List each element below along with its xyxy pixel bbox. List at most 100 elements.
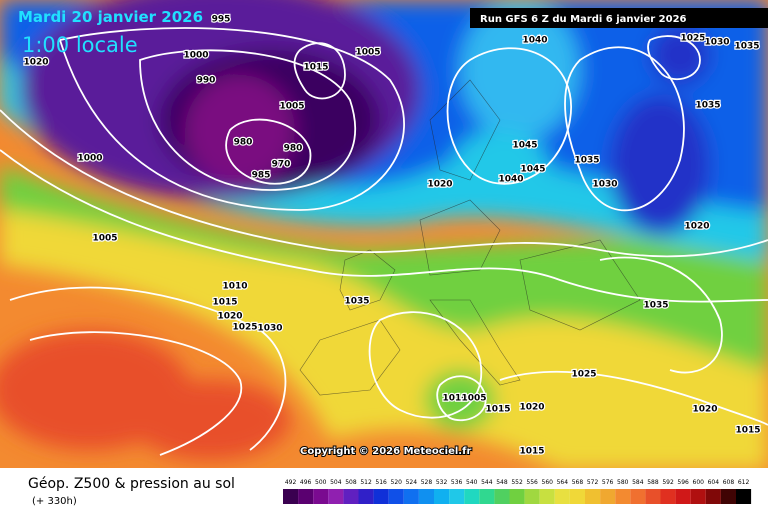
- isobar-label: 1010: [442, 394, 467, 404]
- isobar-label: 980: [284, 144, 303, 154]
- color-scale: 492 496 500 504 508 512 516 520 524 528 532 536 540 5…: [283, 479, 752, 504]
- isobar-label: 1035: [734, 42, 759, 52]
- isobar-label: 1020: [23, 58, 48, 68]
- isobar-label: 1025: [571, 370, 596, 380]
- scale-label: 588: [647, 479, 659, 486]
- scale-label: 504: [330, 479, 342, 486]
- forecast-time: 1:00 locale: [22, 33, 138, 57]
- scale-label: 564: [557, 479, 569, 486]
- run-label: Run GFS 6 Z du Mardi 6 janvier 2026: [480, 14, 687, 25]
- scale-label: 508: [345, 479, 357, 486]
- scale-label: 572: [587, 479, 599, 486]
- isobar-label: 995: [212, 15, 231, 25]
- scale-label: 592: [662, 479, 674, 486]
- scale-label: 584: [632, 479, 644, 486]
- borders: [299, 79, 641, 396]
- scale-swatch: [690, 489, 706, 504]
- isobar-label: 1045: [512, 141, 537, 151]
- scale-swatch: [569, 489, 585, 504]
- isobar-label: 1020: [684, 222, 709, 232]
- scale-swatch: [600, 489, 616, 504]
- scale-swatch: [388, 489, 404, 504]
- scale-swatch: [524, 489, 540, 504]
- isobar-label: 1015: [519, 447, 544, 457]
- scale-swatch: [434, 489, 450, 504]
- scale-label: 604: [708, 479, 720, 486]
- scale-label: 596: [677, 479, 689, 486]
- footer-title: Géop. Z500 & pression au sol: [28, 476, 235, 492]
- scale-label: 548: [496, 479, 508, 486]
- isobar-label: 1040: [498, 175, 523, 185]
- scale-swatch: [283, 489, 299, 504]
- scale-swatch: [615, 489, 631, 504]
- isobar-label: 970: [272, 160, 291, 170]
- isobar-label: 1025: [680, 34, 705, 44]
- scale-swatch: [539, 489, 555, 504]
- scale-swatch: [705, 489, 721, 504]
- scale-swatch: [298, 489, 314, 504]
- run-box: [470, 8, 768, 28]
- scale-swatch: [585, 489, 601, 504]
- scale-swatch: [554, 489, 570, 504]
- isobar-label: 1030: [592, 180, 617, 190]
- isobar-label: 1045: [520, 165, 545, 175]
- scale-swatch: [494, 489, 510, 504]
- scale-label: 532: [436, 479, 448, 486]
- isobar-label: 1000: [183, 51, 208, 61]
- scale-label: 492: [285, 479, 297, 486]
- scale-swatch: [313, 489, 329, 504]
- isobar-label: 980: [234, 138, 253, 148]
- scale-label: 528: [421, 479, 433, 486]
- scale-label: 512: [360, 479, 372, 486]
- scale-swatch: [373, 489, 389, 504]
- isobar-label: 985: [252, 171, 271, 181]
- isobar-label: 1015: [303, 63, 328, 73]
- isobar-label: 1035: [574, 156, 599, 166]
- scale-label: 516: [375, 479, 387, 486]
- isobar-label: 1020: [427, 180, 452, 190]
- copyright: Copyright © 2026 Meteociel.fr: [300, 446, 471, 457]
- isobar-label: 1015: [735, 426, 760, 436]
- isobar-label: 1020: [217, 312, 242, 322]
- scale-swatch: [720, 489, 736, 504]
- scale-swatch: [630, 489, 646, 504]
- scale-label: 496: [300, 479, 312, 486]
- isobar-label: 1035: [643, 301, 668, 311]
- scale-label: 576: [602, 479, 614, 486]
- isobar-label: 1015: [212, 298, 237, 308]
- scale-label: 552: [511, 479, 523, 486]
- scale-label: 520: [391, 479, 403, 486]
- isobar-label: 990: [197, 76, 216, 86]
- scale-label: 540: [466, 479, 478, 486]
- isobar-label: 1005: [355, 48, 380, 58]
- isobar-label: 1040: [522, 36, 547, 46]
- scale-swatch: [645, 489, 661, 504]
- isobar-label: 1005: [461, 394, 486, 404]
- scale-label: 580: [617, 479, 629, 486]
- scale-label: 612: [738, 479, 750, 486]
- scale-label: 500: [315, 479, 327, 486]
- scale-swatch: [358, 489, 374, 504]
- scale-swatch: [328, 489, 344, 504]
- scale-label: 568: [572, 479, 584, 486]
- scale-swatch: [343, 489, 359, 504]
- isobars: [0, 27, 768, 456]
- isobar-label: 1020: [519, 403, 544, 413]
- isobar-label: 1030: [704, 38, 729, 48]
- scale-swatch: [509, 489, 525, 504]
- scale-label: 544: [481, 479, 493, 486]
- isobar-label: 1005: [279, 102, 304, 112]
- scale-swatch: [418, 489, 434, 504]
- isobar-label: 1005: [92, 234, 117, 244]
- isobar-label: 1035: [695, 101, 720, 111]
- scale-swatch: [464, 489, 480, 504]
- scale-swatch: [675, 489, 691, 504]
- scale-swatch: [660, 489, 676, 504]
- footer-lead: (+ 330h): [32, 496, 77, 507]
- scale-swatch: [479, 489, 495, 504]
- isobar-label: 1020: [692, 405, 717, 415]
- isobar-labels: 995 1020 1000 990 1015 1005 1040 1025 10…: [22, 13, 761, 457]
- isobar-label: 1015: [485, 405, 510, 415]
- isobar-label: 1035: [344, 297, 369, 307]
